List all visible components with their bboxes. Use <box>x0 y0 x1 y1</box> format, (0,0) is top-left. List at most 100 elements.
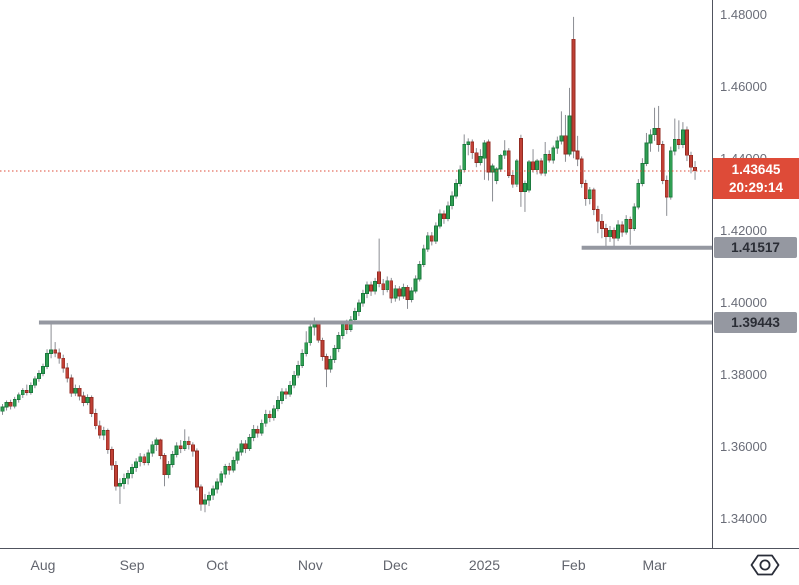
candle-up <box>207 494 211 501</box>
candle-down <box>8 402 13 407</box>
level-price-badge: 1.41517 <box>714 237 797 259</box>
candle-up <box>502 150 507 156</box>
candle-down <box>65 367 70 379</box>
candle-up <box>215 481 220 490</box>
time-axis[interactable]: Aug Sep Oct Nov Dec 2025 Feb Mar <box>0 549 799 585</box>
candle-up <box>170 454 175 466</box>
candle-down <box>89 397 94 414</box>
candle-up <box>652 128 657 136</box>
candle-up <box>275 400 280 410</box>
candle-up <box>118 482 122 487</box>
candle-down <box>689 154 693 168</box>
candle-down <box>612 229 616 239</box>
candle-up <box>365 284 369 294</box>
candle-up <box>4 402 9 408</box>
candle-up <box>498 154 503 170</box>
candle-bodies <box>0 38 697 505</box>
time-tick-sep: Sep <box>119 557 145 573</box>
candle-up <box>433 225 438 242</box>
current-price-badge: 1.43645 20:29:14 <box>713 157 799 199</box>
candle-down <box>571 38 576 152</box>
candle-up <box>450 195 454 207</box>
candle-up <box>409 290 414 300</box>
candle-down <box>109 449 114 466</box>
candle-up <box>393 288 398 299</box>
candle-up <box>288 384 292 395</box>
candle-down <box>510 175 515 185</box>
candle-up <box>482 142 487 159</box>
candle-down <box>664 180 669 198</box>
candle-up <box>640 163 645 184</box>
candle-up <box>356 302 361 312</box>
candle-up <box>417 264 422 280</box>
time-tick-2025: 2025 <box>468 557 501 573</box>
candle-up <box>551 147 556 161</box>
candle-down <box>506 150 511 176</box>
candle-down <box>563 135 568 155</box>
candle-up <box>361 292 365 304</box>
candle-up <box>668 150 673 198</box>
candle-down <box>660 144 665 181</box>
price-tick: 1.38000 <box>720 367 767 382</box>
candle-up <box>616 224 620 239</box>
price-scale-settings-icon[interactable] <box>748 551 782 579</box>
candle-up <box>174 445 179 455</box>
candle-down <box>676 139 681 145</box>
candle-up <box>259 422 264 434</box>
candle-up <box>425 235 430 250</box>
candle-up <box>101 429 106 436</box>
price-axis[interactable]: 1.480001.460001.440001.420001.400001.380… <box>713 0 799 548</box>
candle-up <box>20 389 25 396</box>
price-pane[interactable] <box>0 0 712 548</box>
candle-up <box>45 353 49 367</box>
candle-up <box>514 160 519 185</box>
candle-up <box>247 437 252 449</box>
candle-up <box>271 408 276 419</box>
candle-down <box>186 440 191 446</box>
candle-down <box>693 166 697 172</box>
candle-up <box>235 451 240 461</box>
price-tick: 1.48000 <box>720 6 767 22</box>
candle-up <box>672 139 677 152</box>
candle-down <box>93 413 98 427</box>
time-tick-nov: Nov <box>297 557 323 573</box>
candle-up <box>263 413 268 424</box>
candle-down <box>243 443 248 449</box>
candle-down <box>142 456 147 463</box>
candle-up <box>304 342 309 354</box>
candle-down <box>591 189 596 210</box>
candle-up <box>219 473 224 483</box>
candle-down <box>57 352 62 359</box>
candle-up <box>352 311 357 321</box>
candle-up <box>328 358 333 370</box>
candle-down <box>69 377 74 394</box>
candle-up <box>251 428 256 438</box>
candle-down <box>316 323 321 341</box>
candle-down <box>539 160 544 174</box>
candle-up <box>49 349 53 354</box>
candle-up <box>348 319 353 330</box>
countdown-timer: 20:29:14 <box>728 179 784 195</box>
candle-down <box>24 389 29 393</box>
candle-down <box>199 486 203 505</box>
candle-down <box>685 129 689 156</box>
candle-up <box>211 488 216 496</box>
candle-up <box>146 452 151 463</box>
candle-down <box>600 220 604 229</box>
candle-down <box>595 208 600 222</box>
candle-down <box>105 429 110 450</box>
candle-up <box>385 280 390 291</box>
candle-up <box>543 154 548 174</box>
candle-down <box>61 357 66 369</box>
candle-down <box>178 445 183 449</box>
candle-up <box>296 365 301 376</box>
chart-canvas[interactable] <box>0 0 712 548</box>
candle-down <box>190 444 195 452</box>
price-tick: 1.36000 <box>720 439 767 455</box>
candle-up <box>681 129 685 145</box>
candle-up <box>150 444 155 454</box>
candle-up <box>231 459 236 471</box>
candle-up <box>559 135 564 142</box>
candle-up <box>587 189 592 199</box>
